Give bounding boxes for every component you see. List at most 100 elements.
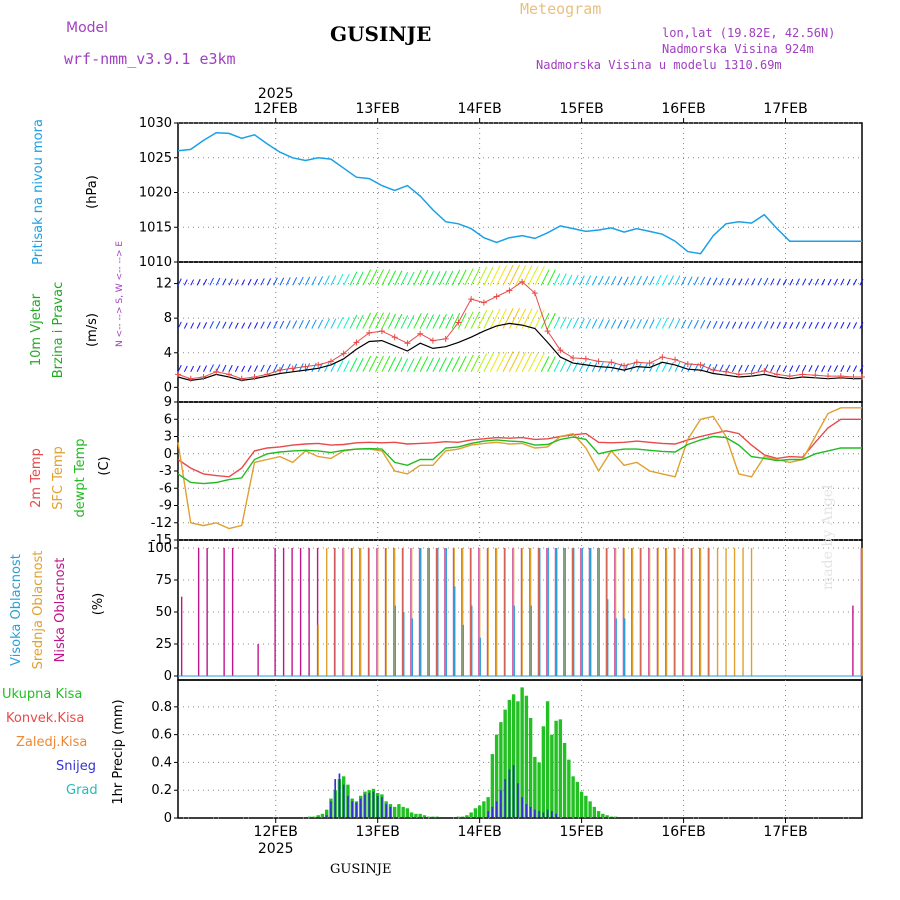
wind-barbs-band-high — [668, 275, 675, 286]
precip-total-bar — [460, 816, 465, 818]
wind-barbs-band-mid — [190, 322, 195, 329]
precip-total-bar — [537, 762, 541, 818]
wind-barbs-band-low — [203, 365, 208, 373]
y-tick-label: -12 — [151, 516, 172, 531]
wind-barbs-band-mid — [687, 319, 693, 329]
wind-gust-point — [251, 373, 258, 380]
y-tick-label: 1025 — [139, 151, 172, 166]
wind-barbs-band-low — [725, 364, 731, 373]
wind-gust-point — [391, 334, 398, 341]
wind-barbs-band-mid — [419, 313, 429, 329]
x-tick-label-top: 13FEB — [356, 101, 400, 117]
wind-barbs-band-low — [406, 358, 415, 373]
wind-barbs-band-high — [547, 269, 556, 286]
wind-barbs-band-high — [649, 276, 655, 286]
wind-barbs-band-low — [610, 362, 617, 373]
wind-gust-point — [774, 371, 781, 378]
precip-total-bar — [545, 701, 550, 818]
wind-barbs-band-mid — [196, 322, 201, 329]
pressure-line — [177, 131, 862, 255]
panel-frame-temperature — [177, 401, 863, 541]
wind-gust-point — [633, 359, 640, 366]
wind-barbs-band-high — [706, 277, 712, 286]
wind-barbs-band-mid — [610, 319, 617, 329]
wind-barbs-band-high — [617, 276, 623, 286]
wind-barbs-band-mid — [572, 318, 579, 329]
wind-barbs-band-mid — [375, 312, 384, 329]
y-tick-label: 0.8 — [151, 700, 172, 715]
y-tick-label: 6 — [164, 412, 172, 427]
wind-barbs-band-mid — [343, 317, 350, 329]
wind-barbs-band-high — [827, 278, 832, 286]
wind-gust-point — [621, 362, 628, 369]
wind-barbs-band-low — [394, 357, 403, 373]
wind-barbs-band-high — [757, 277, 763, 286]
wind-barbs-band-low — [209, 364, 214, 373]
wind-barbs-band-low — [413, 356, 422, 373]
wind-barbs-band-high — [496, 265, 507, 286]
x-tick-label-top: 16FEB — [661, 101, 705, 117]
y-tick-label: 1010 — [139, 255, 172, 270]
wind-barbs-band-high — [330, 275, 337, 286]
wind-barbs-band-low — [668, 361, 675, 373]
wind-barbs-band-high — [808, 278, 813, 286]
wind-barbs-band-mid — [763, 321, 769, 329]
wind-barbs-band-mid — [744, 321, 750, 329]
precip-total-bar — [588, 801, 592, 818]
precip-legend-item: Zaledj.Kisa — [16, 735, 87, 750]
wind-barbs-band-low — [215, 364, 221, 373]
ylabel-sfctemp: SFC Temp — [51, 446, 66, 510]
wind-barbs-band-high — [528, 266, 539, 286]
wind-barbs-band-mid — [508, 308, 520, 329]
wind-barbs-band-high — [419, 269, 429, 286]
wind-barbs-band-high — [285, 277, 291, 286]
wind-barbs-band-mid — [426, 314, 434, 329]
precip-snow-bar — [330, 801, 332, 818]
precip-snow-bar — [542, 812, 545, 818]
precip-total-bar — [456, 816, 461, 818]
wind-barbs-band-high — [343, 273, 350, 286]
precip-total-bar — [554, 720, 558, 818]
precip-snow-bar — [376, 795, 379, 818]
ylabel-precip: 1hr Precip (mm) — [111, 699, 126, 804]
wind-barbs-band-high — [833, 278, 839, 286]
wind-gust-point — [544, 328, 551, 335]
wind-barbs-band-high — [680, 276, 687, 286]
wind-barbs-band-low — [738, 364, 743, 373]
wind-barbs-band-low — [846, 365, 851, 373]
ylabel-pressure: Pritisak na nivou mora — [31, 119, 46, 265]
wind-barbs-band-low — [757, 364, 763, 373]
precip-snow-bar — [364, 794, 366, 818]
precip-total-bar — [401, 806, 405, 818]
wind-barbs-band-high — [477, 266, 488, 286]
wind-gust-point — [455, 319, 462, 326]
wind-barbs-band-low — [177, 364, 182, 373]
wind-barbs-band-low — [349, 357, 358, 373]
wind-gust-point — [264, 371, 271, 378]
wind-barbs-band-high — [630, 275, 636, 286]
wind-barbs-band-mid — [604, 319, 610, 329]
wind-gust-point — [315, 361, 322, 368]
wind-barbs-band-low — [266, 364, 272, 373]
wind-barbs-band-high — [502, 264, 514, 286]
precip-total-bar — [507, 699, 512, 818]
precip-legend-item: Ukupna Kisa — [2, 687, 82, 702]
precip-snow-bar — [508, 769, 511, 818]
wind-barbs-band-mid — [680, 319, 687, 329]
y-tick-label: 12 — [155, 277, 172, 292]
wind-barbs-band-high — [203, 278, 208, 286]
wind-barbs-band-mid — [712, 320, 718, 329]
y-tick-label: 0 — [164, 380, 172, 395]
wind-gust-point — [557, 347, 564, 354]
wind-barbs-band-low — [355, 357, 364, 373]
wind-gust-point — [859, 373, 865, 380]
wind-barbs-band-mid — [355, 314, 364, 329]
wind-barbs-band-low — [381, 355, 391, 373]
precip-snow-bar — [495, 801, 498, 818]
wind-gust-point — [710, 367, 717, 374]
precip-snow-bar — [381, 797, 383, 818]
y-tick-label: -15 — [151, 533, 172, 548]
precip-total-bar — [405, 808, 410, 818]
wind-barbs-band-high — [451, 269, 461, 286]
wind-barbs-band-mid — [814, 321, 819, 329]
